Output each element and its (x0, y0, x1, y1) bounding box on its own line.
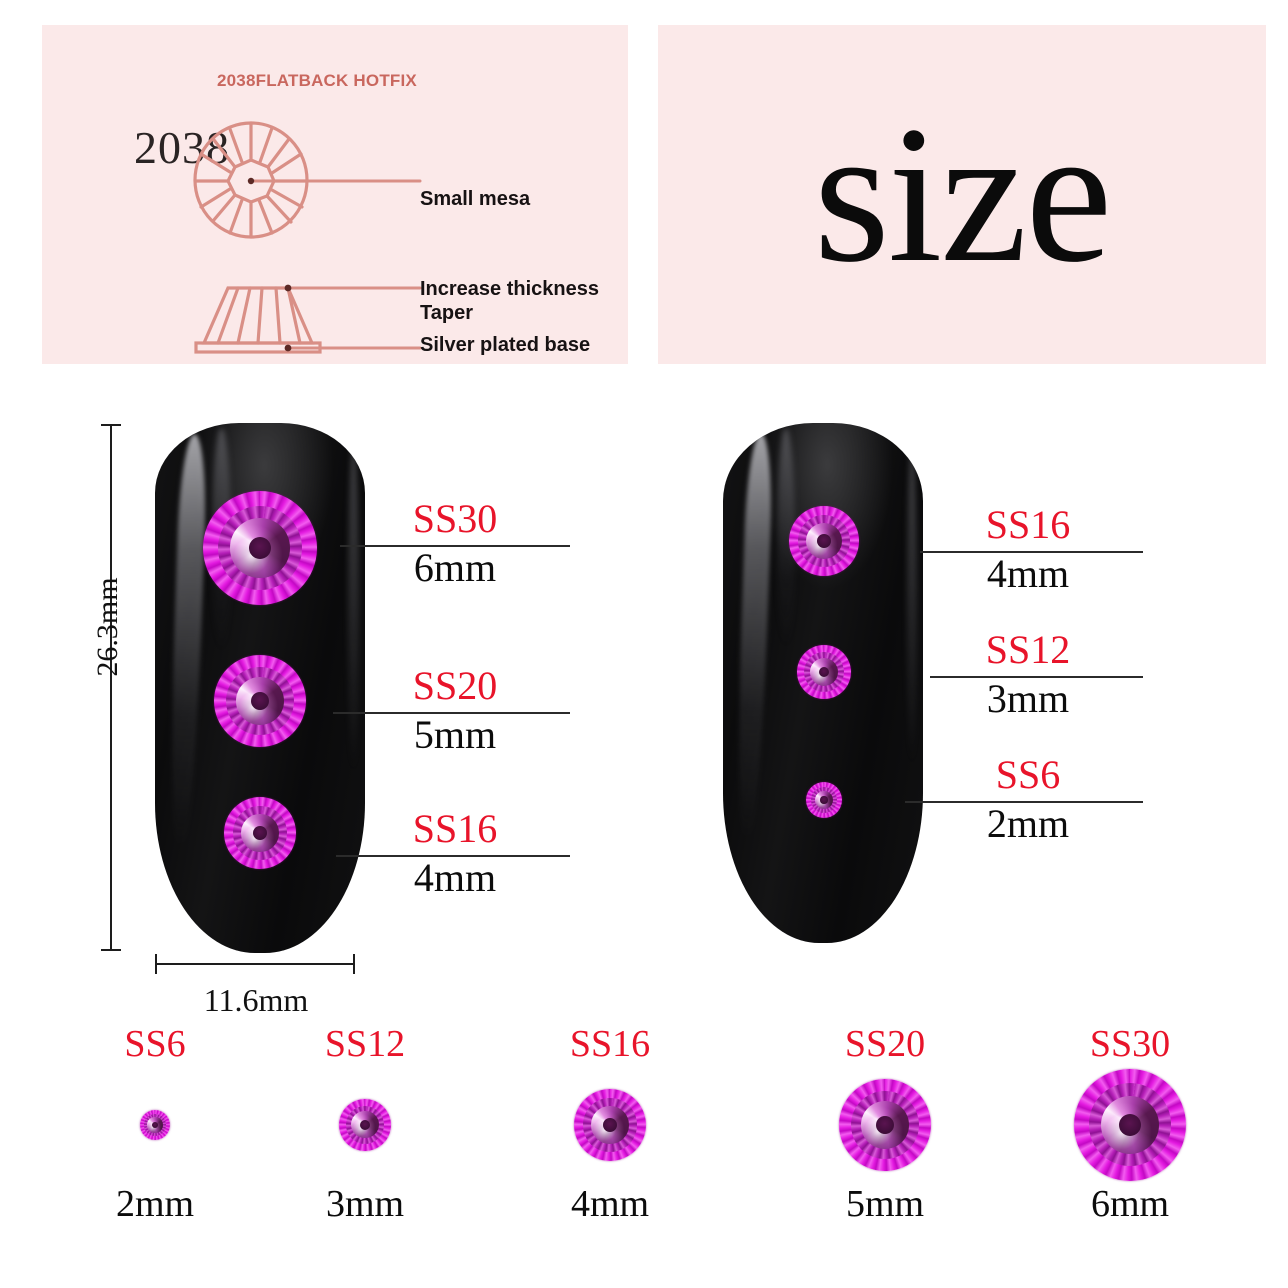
gem-culet (817, 534, 831, 548)
callout-leader-line (930, 676, 1143, 678)
swatch-ss12: SS12 3mm (275, 1023, 455, 1225)
swatch-gem-area (1040, 1065, 1220, 1185)
callout-text-block: SS16 4mm (913, 505, 1143, 594)
swatch-mm-label: 3mm (325, 1182, 405, 1225)
swatch-mm-label: 2mm (115, 1182, 195, 1225)
rhinestone-ss6 (806, 782, 842, 818)
callout-mm-label: 6mm (413, 545, 497, 590)
rhinestone-ss12 (339, 1098, 391, 1151)
callout-leader-line (333, 712, 570, 714)
width-dimension-cap-right (353, 954, 355, 974)
height-dimension-label: 26.3mm (91, 577, 124, 677)
swatch-ss-label: SS6 (124, 1023, 186, 1065)
leader-dots (247, 177, 292, 352)
swatch-gem-area (275, 1065, 455, 1185)
swatch-ss-label: SS12 (324, 1023, 406, 1065)
swatch-gem-area (795, 1065, 975, 1185)
gem-culet (820, 796, 828, 804)
gem-culet (359, 1119, 371, 1131)
callout-ss-label: SS30 (412, 496, 498, 541)
swatch-ss-label: SS20 (844, 1023, 926, 1065)
callout-mm-label: 3mm (986, 676, 1070, 721)
gem-culet (1118, 1113, 1142, 1137)
callout-ss-label: SS12 (985, 627, 1071, 672)
callout-mm-label: 4mm (986, 551, 1070, 596)
swatch-ss-label: SS30 (1089, 1023, 1171, 1065)
swatch-mm-label: 6mm (1090, 1182, 1170, 1225)
swatch-gem-area (65, 1065, 245, 1185)
rhinestone-ss16 (574, 1088, 646, 1161)
nail-rim-light (348, 444, 359, 773)
product-code-2038: 2038 (134, 122, 230, 173)
height-dimension-line (110, 424, 112, 951)
rhinestone-ss30 (203, 491, 317, 605)
callout-mm-label: 4mm (413, 855, 497, 900)
rhinestone-ss12 (797, 645, 851, 699)
facet-spokes (193, 121, 309, 239)
rhinestone-ss20 (839, 1078, 931, 1171)
side-view-profile (194, 286, 322, 354)
width-dimension-cap-left (155, 954, 157, 974)
product-diagram-panel: 2038FLATBACK HOTFIX 2038 (42, 25, 628, 364)
gem-culet (250, 691, 270, 711)
height-dimension-cap-top (101, 424, 121, 426)
label-taper: Taper (420, 302, 473, 324)
swatch-mm-label: 5mm (845, 1182, 925, 1225)
swatch-ss6: SS6 2mm (65, 1023, 245, 1225)
swatch-ss20: SS20 5mm (795, 1023, 975, 1225)
gem-culet (248, 536, 272, 560)
size-heading-text: size (813, 85, 1113, 303)
callout-ss-label: SS16 (412, 806, 498, 851)
nail-rim-light (907, 443, 917, 767)
width-dimension-line (155, 963, 355, 965)
callout-text-block: SS16 4mm (340, 809, 570, 898)
hotfix-title: 2038FLATBACK HOTFIX (217, 71, 417, 90)
label-silver-plated-base: Silver plated base (420, 334, 591, 356)
callout-text-block: SS12 3mm (913, 630, 1143, 719)
callout-mm-label: 5mm (413, 712, 497, 757)
nail-gloss-highlight (166, 433, 209, 848)
height-dimension-cap-bottom (101, 949, 121, 951)
gem-culet (602, 1117, 618, 1133)
size-heading-panel (658, 25, 1266, 364)
callout-leader-line (905, 801, 1143, 803)
nail-gloss-secondary (777, 428, 795, 647)
callout-ss-label: SS20 (412, 663, 498, 708)
callout-leader-line (336, 855, 570, 857)
callout-ss-label: SS16 (985, 502, 1071, 547)
flatback-diagram (193, 121, 422, 354)
gem-culet (818, 666, 830, 678)
callout-text-block: SS6 2mm (913, 755, 1143, 844)
label-small-mesa: Small mesa (420, 188, 531, 210)
swatch-ss-label: SS16 (569, 1023, 651, 1065)
gem-culet (875, 1115, 895, 1135)
callout-text-block: SS30 6mm (340, 499, 570, 588)
rhinestone-ss6 (140, 1109, 170, 1140)
nail-gloss-highlight (733, 433, 775, 840)
swatch-ss16: SS16 4mm (520, 1023, 700, 1225)
callout-leader-line (920, 551, 1143, 553)
width-dimension-label: 11.6mm (203, 982, 309, 1018)
gem-culet (152, 1121, 158, 1128)
rhinestone-ss16 (224, 797, 296, 869)
label-increase-thickness: Increase thickness (420, 278, 599, 300)
swatch-mm-label: 4mm (570, 1182, 650, 1225)
rhinestone-ss20 (214, 655, 306, 747)
swatch-ss30: SS30 6mm (1040, 1023, 1220, 1225)
callout-text-block: SS20 5mm (340, 666, 570, 755)
gem-culet (252, 825, 268, 841)
callout-ss-label: SS6 (995, 752, 1061, 797)
swatch-gem-area (520, 1065, 700, 1185)
rhinestone-ss16 (789, 506, 859, 576)
callout-mm-label: 2mm (986, 801, 1070, 846)
rhinestone-ss30 (1074, 1068, 1186, 1181)
callout-leader-line (340, 545, 570, 547)
